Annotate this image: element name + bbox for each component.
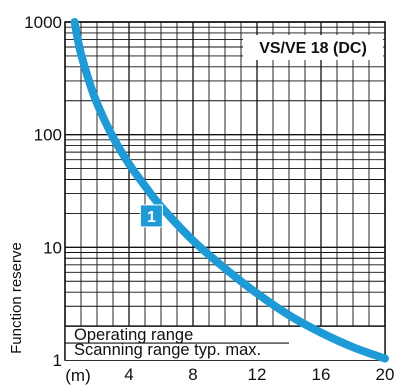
- x-tick-label: 20: [376, 365, 395, 384]
- x-axis-unit-label: (m): [65, 366, 90, 385]
- curve-data-point: [321, 332, 322, 333]
- curve-data-point: [353, 347, 354, 348]
- series-marker-label: 1: [147, 209, 156, 226]
- curve-data-point: [77, 39, 78, 40]
- curve-data-point: [89, 80, 90, 81]
- curve-data-point: [193, 240, 194, 241]
- y-axis-title: Function reserve: [8, 242, 25, 354]
- curve-data-point: [289, 315, 290, 316]
- curve-data-point: [74, 22, 75, 23]
- curve-data-point: [225, 268, 226, 269]
- y-tick-label: 1: [53, 351, 62, 370]
- curve-data-point: [81, 53, 82, 54]
- curve-data-point: [385, 358, 386, 359]
- y-tick-label: 100: [34, 126, 62, 145]
- curve-data-point: [129, 163, 130, 164]
- series-marker-box: [139, 204, 163, 228]
- x-tick-label: 8: [188, 365, 197, 384]
- chart-grid: [64, 21, 386, 361]
- function-reserve-curve: [70, 18, 389, 363]
- curve-data-point: [97, 103, 98, 104]
- curve-data-point: [113, 137, 114, 138]
- chart-title: VS/VE 18 (DC): [259, 40, 367, 57]
- chart-title-box: VS/VE 18 (DC): [243, 35, 383, 60]
- x-tick-label: 4: [124, 365, 133, 384]
- range-band-label: Scanning range typ. max.: [74, 341, 261, 359]
- y-tick-label: 1000: [24, 13, 62, 32]
- curve-data-point: [257, 293, 258, 294]
- y-tick-label: 10: [43, 238, 62, 257]
- range-band-label: Operating range: [74, 326, 193, 344]
- axis-tick-labels: 1 10 100 1000 4 8 12 16 20: [24, 13, 394, 384]
- x-tick-label: 16: [312, 365, 331, 384]
- x-tick-label: 12: [248, 365, 267, 384]
- chart-series: 1: [70, 18, 389, 363]
- chart-title-background: [243, 35, 383, 60]
- curve-data-point: [145, 186, 146, 187]
